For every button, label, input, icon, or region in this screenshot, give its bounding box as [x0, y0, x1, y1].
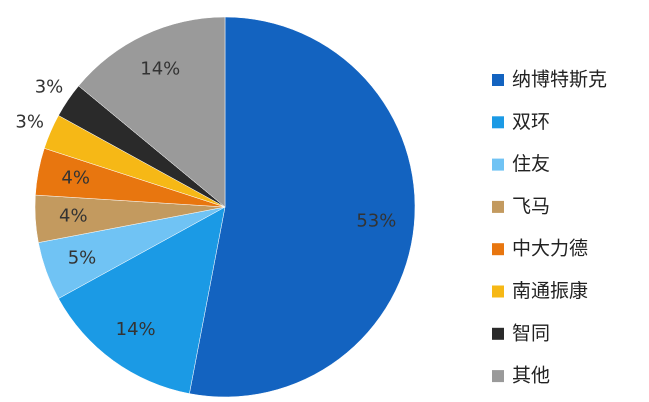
legend-swatch	[492, 327, 504, 340]
pie-slice	[78, 16, 226, 208]
data-label: 3%	[15, 111, 44, 132]
data-label: 53%	[356, 210, 396, 231]
data-label: 3%	[35, 76, 64, 97]
data-label: 14%	[116, 319, 156, 340]
legend-label: 南通振康	[512, 280, 588, 302]
legend-swatch	[492, 285, 504, 298]
data-label: 14%	[140, 58, 180, 79]
legend-swatch	[492, 116, 504, 129]
data-label: 4%	[61, 168, 90, 189]
legend-label: 飞马	[512, 195, 550, 217]
legend-label: 纳博特斯克	[512, 69, 607, 91]
legend-swatch	[492, 243, 504, 256]
legend-label: 住友	[512, 153, 550, 175]
legend-label: 智同	[512, 322, 550, 344]
pie-slice	[189, 16, 416, 398]
legend-swatch	[492, 158, 504, 171]
legend-swatch	[492, 200, 504, 213]
legend-label: 双环	[512, 111, 550, 133]
legend-label: 其他	[512, 365, 550, 387]
pie-slice	[58, 206, 226, 394]
data-label: 5%	[68, 247, 97, 268]
data-label: 4%	[59, 206, 88, 227]
legend-swatch	[492, 74, 504, 86]
legend-swatch	[492, 370, 504, 383]
legend-label: 中大力德	[512, 238, 588, 260]
